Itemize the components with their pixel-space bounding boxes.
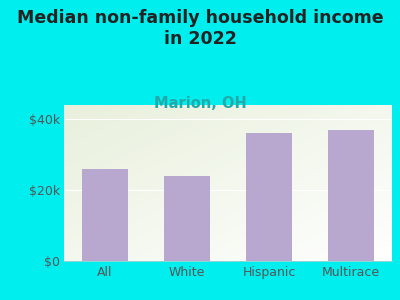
Text: Marion, OH: Marion, OH bbox=[154, 96, 246, 111]
Bar bbox=[164, 176, 210, 261]
Bar bbox=[246, 134, 292, 261]
Text: Median non-family household income
in 2022: Median non-family household income in 20… bbox=[17, 9, 383, 48]
Bar bbox=[328, 130, 374, 261]
Bar bbox=[82, 169, 128, 261]
